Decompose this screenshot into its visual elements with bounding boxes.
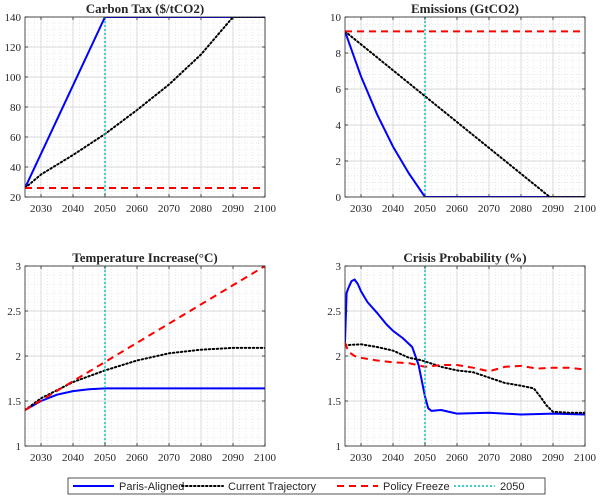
series-line bbox=[345, 278, 585, 416]
y-tick-label: 1 bbox=[336, 441, 342, 453]
series-line bbox=[345, 30, 585, 197]
legend-label: Policy Freeze bbox=[383, 481, 450, 493]
y-tick-label: 0 bbox=[336, 192, 342, 204]
x-tick-label: 2100 bbox=[254, 203, 277, 215]
series-line bbox=[25, 266, 265, 411]
x-tick-label: 2080 bbox=[510, 452, 533, 464]
x-tick-label: 2070 bbox=[158, 203, 181, 215]
x-tick-label: 2060 bbox=[446, 452, 469, 464]
y-tick-label: 80 bbox=[10, 102, 22, 114]
x-tick-label: 2030 bbox=[350, 203, 373, 215]
minor-grid bbox=[345, 266, 585, 446]
x-tick-label: 2030 bbox=[30, 203, 53, 215]
series-line bbox=[25, 346, 265, 411]
legend-item: 2050 bbox=[454, 481, 524, 493]
x-tick-label: 2030 bbox=[30, 452, 53, 464]
x-tick-label: 2060 bbox=[446, 203, 469, 215]
x-tick-label: 2040 bbox=[62, 203, 85, 215]
y-tick-label: 20 bbox=[10, 192, 22, 204]
x-tick-label: 2030 bbox=[350, 452, 373, 464]
x-tick-label: 2080 bbox=[510, 203, 533, 215]
x-tick-label: 2070 bbox=[478, 203, 501, 215]
y-tick-label: 2 bbox=[336, 351, 342, 363]
chart-panel: 2030 2040 2050 2060 2070 2080 2090 2100 1 1.5 2 2.5… bbox=[327, 250, 596, 464]
plot-area bbox=[345, 17, 585, 197]
y-tick-label: 2.5 bbox=[7, 306, 21, 318]
series-line bbox=[345, 342, 585, 373]
x-tick-label: 2070 bbox=[478, 452, 501, 464]
series-line bbox=[345, 31, 585, 197]
y-tick-label: 1 bbox=[16, 441, 22, 453]
x-tick-label: 2090 bbox=[222, 203, 245, 215]
y-tick-label: 140 bbox=[5, 12, 22, 24]
x-tick-label: 2040 bbox=[382, 203, 405, 215]
chart-title: Carbon Tax ($/tCO2) bbox=[86, 1, 204, 16]
y-tick-label: 2 bbox=[16, 351, 22, 363]
y-tick-label: 100 bbox=[5, 72, 22, 84]
y-tick-label: 3 bbox=[336, 261, 342, 273]
x-tick-label: 2050 bbox=[94, 203, 117, 215]
y-tick-label: 10 bbox=[330, 12, 342, 24]
x-tick-label: 2100 bbox=[254, 452, 277, 464]
y-tick-label: 2.5 bbox=[327, 306, 341, 318]
y-tick-label: 6 bbox=[336, 84, 342, 96]
x-tick-label: 2070 bbox=[158, 452, 181, 464]
y-tick-label: 2 bbox=[336, 156, 342, 168]
y-tick-label: 4 bbox=[336, 120, 342, 132]
x-tick-label: 2050 bbox=[414, 452, 437, 464]
legend-box bbox=[67, 477, 546, 495]
x-tick-label: 2090 bbox=[542, 452, 565, 464]
legend-label: 2050 bbox=[500, 481, 524, 493]
y-tick-label: 3 bbox=[16, 261, 22, 273]
x-tick-label: 2060 bbox=[126, 203, 149, 215]
x-tick-label: 2090 bbox=[222, 452, 245, 464]
x-tick-label: 2100 bbox=[574, 452, 597, 464]
chart-panel: 2030 2040 2050 2060 2070 2080 2090 210020406080… bbox=[5, 1, 277, 215]
x-tick-label: 2060 bbox=[126, 452, 149, 464]
series-line bbox=[25, 17, 265, 189]
series-line bbox=[25, 17, 265, 189]
x-tick-label: 2090 bbox=[542, 203, 565, 215]
y-tick-label: 60 bbox=[10, 132, 22, 144]
y-tick-label: 1.5 bbox=[7, 396, 21, 408]
x-tick-label: 2080 bbox=[190, 203, 213, 215]
chart-title: Crisis Probability (%) bbox=[403, 250, 526, 265]
legend-item: Current Trajectory bbox=[181, 481, 317, 493]
y-tick-label: 1.5 bbox=[327, 396, 341, 408]
legend-label: Current Trajectory bbox=[228, 481, 317, 493]
series-line bbox=[345, 343, 585, 414]
x-tick-label: 2080 bbox=[190, 452, 213, 464]
x-tick-label: 2040 bbox=[382, 452, 405, 464]
legend: Paris-Aligned Current Trajectory Policy Fr… bbox=[67, 477, 546, 495]
axes-box bbox=[344, 16, 586, 198]
legend-item: Policy Freeze bbox=[337, 481, 450, 493]
y-tick-label: 120 bbox=[5, 42, 22, 54]
chart-title: Temperature Increase(°C) bbox=[72, 250, 217, 265]
x-tick-label: 2040 bbox=[62, 452, 85, 464]
chart-title: Emissions (GtCO2) bbox=[411, 1, 519, 16]
x-tick-label: 2100 bbox=[574, 203, 597, 215]
y-tick-label: 40 bbox=[10, 162, 22, 174]
chart-panel: 2030 2040 2050 2060 2070 2080 2090 2100 1 1.5 2 2.5… bbox=[7, 250, 276, 464]
x-tick-label: 2050 bbox=[414, 203, 437, 215]
y-tick-label: 8 bbox=[336, 48, 342, 60]
x-tick-label: 2050 bbox=[94, 452, 117, 464]
legend-label: Paris-Aligned bbox=[119, 481, 184, 493]
chart-panel: 2030 2040 2050 2060 2070 2080 2090 2100 0 2 4 6 8 10 E… bbox=[330, 1, 597, 215]
legend-item: Paris-Aligned bbox=[73, 481, 184, 493]
